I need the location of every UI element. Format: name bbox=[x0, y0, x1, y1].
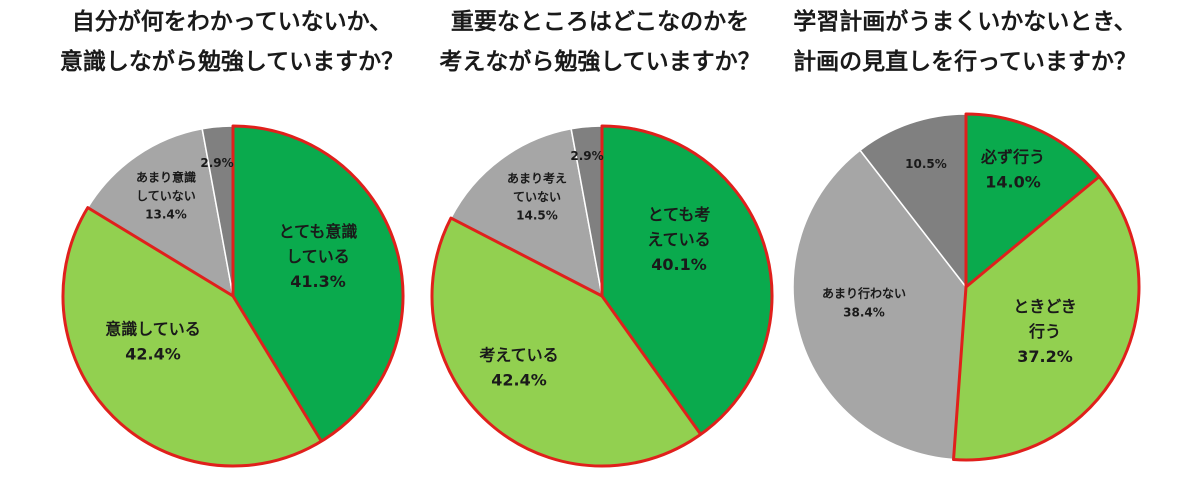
pie-1-category-2-line-1: 意識している bbox=[105, 320, 201, 339]
chart-title-2-line-2: 考えながら勉強していますか？ bbox=[439, 49, 761, 75]
pie-2-label-3: あまり考えていない 14.5% bbox=[507, 170, 567, 222]
pie-3-label-3: あまり行わない 38.4% bbox=[822, 286, 906, 320]
pie-1-category-1-line-2: している bbox=[286, 247, 350, 266]
pie-2-category-3-line-2: ていない bbox=[513, 190, 561, 204]
chart-title-1-line-2: 意識しながら勉強していますか？ bbox=[59, 49, 405, 75]
pie-3-slice-4 bbox=[859, 113, 967, 290]
pie-3-label-4: 10.5% bbox=[905, 157, 947, 171]
pie-1-category-3-line-2: していない bbox=[136, 189, 196, 203]
pie-2-category-2-line-1: 考えている bbox=[479, 346, 558, 365]
chart-title-2-line-1: 重要なところはどこなのかを bbox=[450, 9, 750, 35]
pie-chart-2: とても考えている 40.1% 考えている 42.4% あまり考えていない 14.5% 2.9… bbox=[430, 124, 774, 468]
pie-3-highlight-divider bbox=[965, 175, 1101, 289]
pie-1-category-1-line-1: とても意識 bbox=[279, 222, 358, 241]
pie-2-value-3: 14.5% bbox=[516, 209, 558, 223]
pie-1-slice-3 bbox=[86, 127, 235, 298]
pie-1-value-2: 42.4% bbox=[125, 344, 181, 363]
pie-1-label-4: 2.9% bbox=[200, 156, 233, 170]
pie-3-highlight-outline bbox=[952, 112, 1141, 462]
pie-2-category-3-line-1: あまり考え bbox=[507, 170, 567, 185]
pie-3-value-4: 10.5% bbox=[905, 157, 947, 171]
pie-chart-3: 必ず行う 14.0% ときどき行う 37.2% あまり行わない 38.4% 10.5% bbox=[792, 112, 1141, 462]
chart-title-1: 自分が何をわかっていないか、 意識しながら勉強していますか？ bbox=[12, 2, 452, 82]
pie-3-value-3: 38.4% bbox=[843, 305, 885, 319]
pie-2-highlight-outline bbox=[430, 124, 774, 468]
pie-3-label-1: 必ず行う 14.0% bbox=[980, 148, 1045, 192]
pie-2-label-2: 考えている 42.4% bbox=[479, 346, 558, 390]
chart-title-3-line-1: 学習計画がうまくいかないとき、 bbox=[793, 9, 1137, 35]
pie-1-value-4: 2.9% bbox=[200, 156, 233, 170]
pie-2-value-1: 40.1% bbox=[651, 255, 707, 274]
pie-1-label-1: とても意識している 41.3% bbox=[279, 222, 358, 291]
pie-2-label-4: 2.9% bbox=[570, 149, 603, 163]
pie-1-value-3: 13.4% bbox=[145, 208, 187, 222]
chart-title-3-line-2: 計画の見直しを行っていますか？ bbox=[793, 49, 1137, 75]
pie-3-category-2-line-1: ときどき bbox=[1013, 297, 1077, 316]
pie-2-highlight-divider bbox=[600, 295, 702, 436]
pie-3-category-1-line-1: 必ず行う bbox=[980, 148, 1045, 167]
pie-1-highlight-divider bbox=[231, 295, 323, 443]
chart-title-1-line-1: 自分が何をわかっていないか、 bbox=[71, 9, 393, 35]
chart-title-3: 学習計画がうまくいかないとき、 計画の見直しを行っていますか？ bbox=[745, 2, 1185, 82]
pie-chart-1: とても意識している 41.3% 意識している 42.4% あまり意識していない 13.4%… bbox=[61, 124, 405, 468]
pie-1-label-2: 意識している 42.4% bbox=[105, 320, 201, 364]
pie-2-category-1-line-1: とても考 bbox=[648, 205, 711, 224]
pie-1-label-3: あまり意識していない 13.4% bbox=[136, 169, 196, 221]
pie-3-category-3-line-1: あまり行わない bbox=[822, 286, 906, 301]
pie-1-category-3-line-1: あまり意識 bbox=[136, 169, 196, 184]
pie-2-value-4: 2.9% bbox=[570, 149, 603, 163]
pie-3-label-2: ときどき行う 37.2% bbox=[1013, 297, 1077, 366]
pie-2-slice-3 bbox=[449, 127, 604, 298]
pie-2-value-2: 42.4% bbox=[491, 370, 547, 389]
pie-2-category-1-line-2: えている bbox=[647, 230, 710, 249]
chart-title-2: 重要なところはどこなのかを 考えながら勉強していますか？ bbox=[380, 2, 820, 82]
pie-2-label-1: とても考えている 40.1% bbox=[647, 205, 710, 274]
pie-1-value-1: 41.3% bbox=[290, 272, 346, 291]
pie-3-value-2: 37.2% bbox=[1017, 347, 1073, 366]
pie-3-value-1: 14.0% bbox=[985, 172, 1041, 191]
pie-3-slice-3 bbox=[792, 149, 967, 461]
pie-1-highlight-outline bbox=[61, 124, 405, 468]
pie-3-category-2-line-2: 行う bbox=[1028, 322, 1061, 341]
